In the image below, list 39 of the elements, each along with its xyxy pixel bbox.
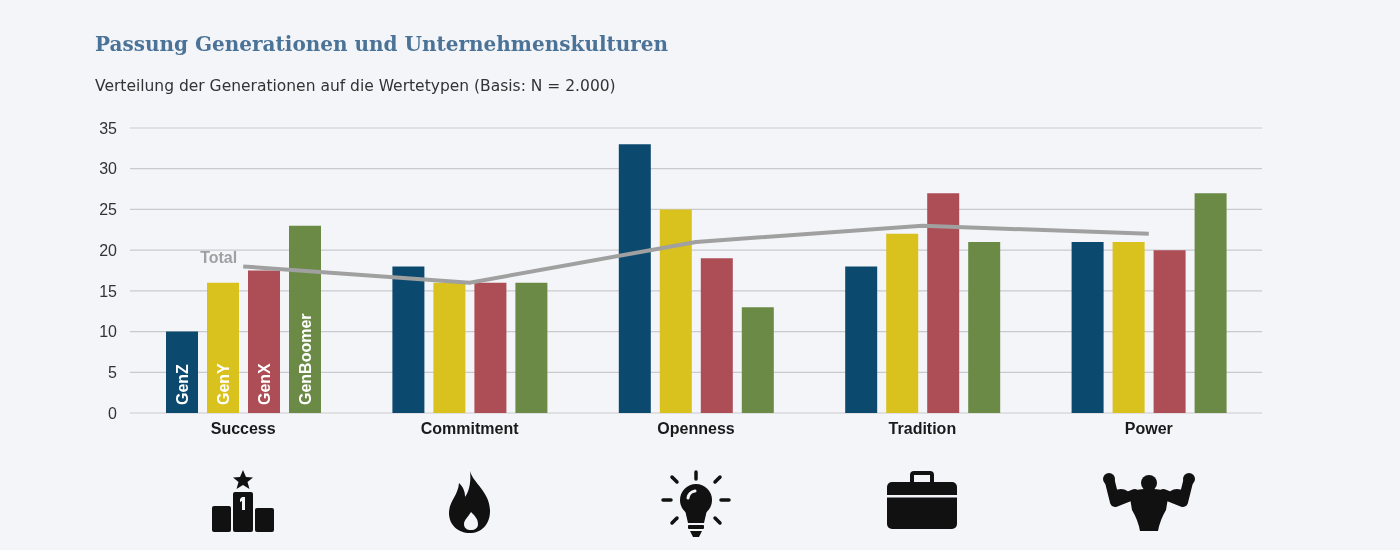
series-label: GenZ bbox=[173, 363, 191, 405]
line-series bbox=[241, 223, 1151, 285]
bar bbox=[845, 266, 878, 413]
bar bbox=[1112, 242, 1145, 413]
bar bbox=[618, 144, 651, 413]
chart-title: Passung Generationen und Unternehmenskulturen bbox=[95, 32, 669, 56]
series-label: GenBoomer bbox=[296, 313, 314, 405]
bar bbox=[392, 266, 425, 413]
chart-subtitle: Verteilung der Generationen auf die Wertetypen (Basis: N = 2.000) bbox=[95, 77, 616, 95]
bar bbox=[1153, 250, 1186, 413]
bar bbox=[433, 282, 466, 413]
bar bbox=[515, 282, 548, 413]
bar bbox=[700, 258, 733, 413]
x-tick-label: Tradition bbox=[888, 420, 957, 438]
series-label: Total bbox=[200, 249, 238, 267]
y-tick-label: 20 bbox=[99, 241, 118, 259]
y-tick-label: 0 bbox=[108, 404, 118, 422]
bar bbox=[1194, 193, 1227, 413]
x-tick-label: Power bbox=[1124, 420, 1173, 438]
bar bbox=[248, 270, 280, 413]
y-tick-label: 25 bbox=[99, 201, 118, 219]
y-tick-label: 35 bbox=[99, 119, 118, 137]
series-label: GenX bbox=[255, 362, 273, 405]
x-tick-label: Commitment bbox=[420, 420, 520, 438]
x-tick-label: Openness bbox=[657, 420, 735, 438]
y-tick-label: 10 bbox=[99, 323, 118, 341]
bar bbox=[741, 307, 774, 413]
bar bbox=[207, 282, 239, 413]
x-tick-label: Success bbox=[210, 420, 276, 438]
y-tick-label: 15 bbox=[99, 282, 118, 300]
y-tick-label: 5 bbox=[108, 363, 118, 381]
bar bbox=[886, 233, 919, 413]
series-label: GenY bbox=[214, 362, 232, 405]
bar bbox=[927, 193, 960, 413]
bar bbox=[968, 242, 1001, 413]
bar bbox=[659, 209, 692, 413]
bar bbox=[1071, 242, 1104, 413]
y-tick-label: 30 bbox=[99, 160, 118, 178]
bar bbox=[474, 282, 507, 413]
